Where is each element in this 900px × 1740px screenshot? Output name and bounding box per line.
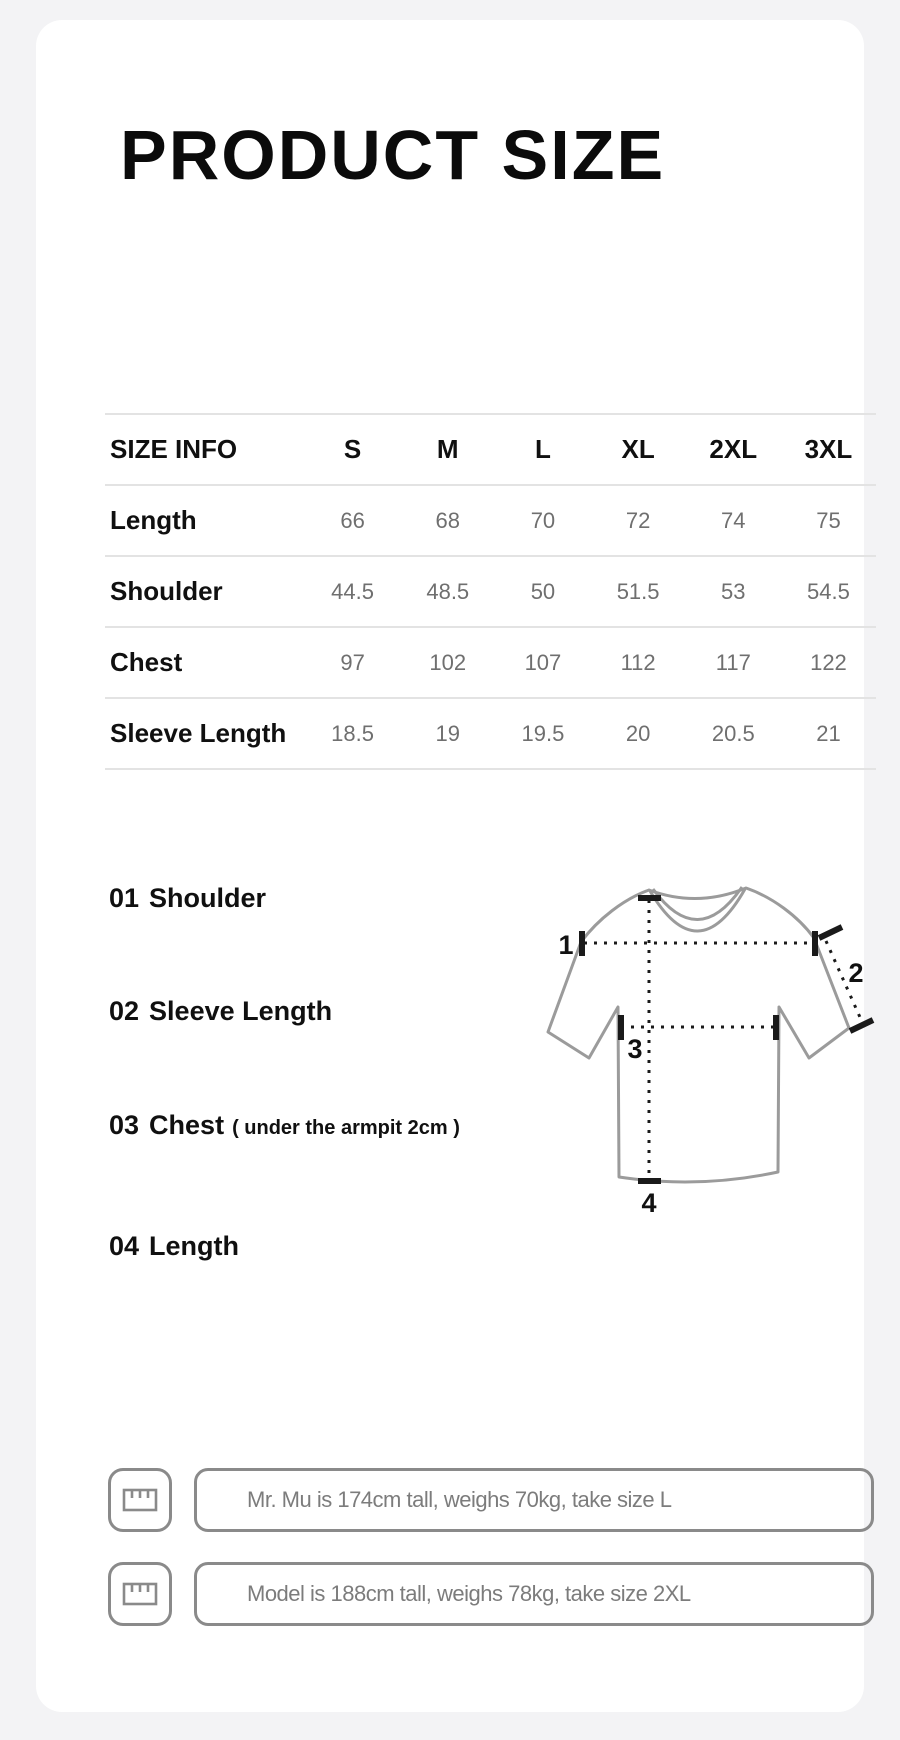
size-column-header: L [534, 434, 551, 464]
row-label: Sleeve Length [110, 718, 287, 748]
size-value-cell: 74 [721, 507, 746, 533]
size-value-cell: 21 [816, 720, 841, 746]
measurement-note: ( under the armpit 2cm ) [232, 1117, 460, 1139]
size-value-cell: 19.5 [521, 720, 565, 746]
size-value-cell: 20.5 [711, 720, 755, 746]
row-label: Length [110, 505, 197, 535]
collar-inner-line [651, 886, 744, 921]
measurement-item-04-length: 04 Length [109, 1230, 239, 1262]
diagram-marker-2: 2 [848, 958, 863, 988]
size-value-cell: 102 [429, 649, 467, 675]
size-value-cell: 112 [620, 649, 656, 675]
measurement-number: 03 [109, 1110, 140, 1140]
size-table: SIZE INFO S M L XL 2XL 3XL Length 66 68 … [105, 413, 876, 770]
size-column-header: M [436, 434, 459, 464]
size-value-cell: 18.5 [331, 720, 374, 746]
measurement-item-02-sleeve-length: 02 Sleeve Length [109, 995, 332, 1027]
size-value-cell: 97 [340, 649, 365, 675]
size-value-cell: 19 [435, 720, 460, 746]
size-column-header: 3XL [804, 434, 853, 464]
ruler-icon [108, 1468, 172, 1532]
size-value-cell: 44.5 [331, 578, 374, 604]
measurement-name: Sleeve Length [149, 996, 333, 1026]
diagram-marker-1: 1 [558, 930, 573, 960]
sleeve-tick-bottom [848, 1017, 875, 1034]
size-value-cell: 72 [625, 507, 651, 533]
row-label: Shoulder [110, 576, 223, 606]
size-value-cell: 117 [715, 649, 751, 675]
collar-outer-line [648, 888, 747, 933]
measurement-number: 04 [109, 1231, 140, 1261]
measurement-item-01-shoulder: 01 Shoulder [109, 882, 266, 914]
size-column-header: S [343, 434, 362, 464]
table-row-chest: Chest 97 102 107 112 117 122 [105, 628, 876, 699]
size-value-cell: 53 [721, 578, 746, 604]
size-value-cell: 68 [435, 507, 460, 533]
fit-note-box: Model is 188cm tall, weighs 78kg, take s… [194, 1562, 874, 1626]
size-value-cell: 51.5 [616, 578, 660, 604]
fit-note-box: Mr. Mu is 174cm tall, weighs 70kg, take … [194, 1468, 874, 1532]
ruler-icon [108, 1562, 172, 1626]
measurement-name: Chest [149, 1110, 225, 1140]
table-row-sleeve-length: Sleeve Length 18.5 19 19.5 20 20.5 21 [105, 699, 876, 770]
size-value-cell: 54.5 [807, 578, 850, 604]
size-column-header: XL [621, 434, 655, 464]
table-row-length: Length 66 68 70 72 74 75 [105, 486, 876, 557]
size-column-header: 2XL [709, 434, 758, 464]
measurement-number: 01 [109, 883, 140, 913]
size-value-cell: 66 [340, 507, 365, 533]
measurement-name: Length [149, 1231, 240, 1261]
tshirt-measurement-diagram: 1 2 3 4 [546, 886, 875, 1218]
size-value-cell: 20 [625, 720, 651, 746]
diagram-marker-4: 4 [641, 1188, 656, 1218]
fit-note-text: Mr. Mu is 174cm tall, weighs 70kg, take … [247, 1487, 672, 1512]
measurement-item-03-chest: 03 Chest ( under the armpit 2cm ) [109, 1109, 460, 1141]
size-value-cell: 50 [530, 578, 556, 604]
measurement-name: Shoulder [149, 883, 267, 913]
size-value-cell: 48.5 [426, 578, 470, 604]
sleeve-tick-top [817, 924, 844, 941]
diagram-marker-3: 3 [627, 1034, 642, 1064]
row-label: Chest [110, 647, 183, 677]
fit-note-text: Model is 188cm tall, weighs 78kg, take s… [247, 1581, 691, 1606]
size-value-cell: 70 [530, 507, 556, 533]
page-title: PRODUCT SIZE [120, 116, 666, 194]
product-size-card: PRODUCT SIZE SIZE INFO S M L XL 2XL 3XL … [36, 20, 876, 1712]
measurement-number: 02 [109, 996, 140, 1026]
size-table-header-label: SIZE INFO [110, 434, 238, 464]
size-value-cell: 122 [810, 649, 847, 675]
table-row-shoulder: Shoulder 44.5 48.5 50 51.5 53 54.5 [105, 557, 876, 628]
size-value-cell: 75 [816, 507, 841, 533]
tshirt-outline [546, 886, 851, 1184]
size-table-header-row: SIZE INFO S M L XL 2XL 3XL [105, 415, 876, 486]
size-value-cell: 107 [524, 649, 562, 675]
